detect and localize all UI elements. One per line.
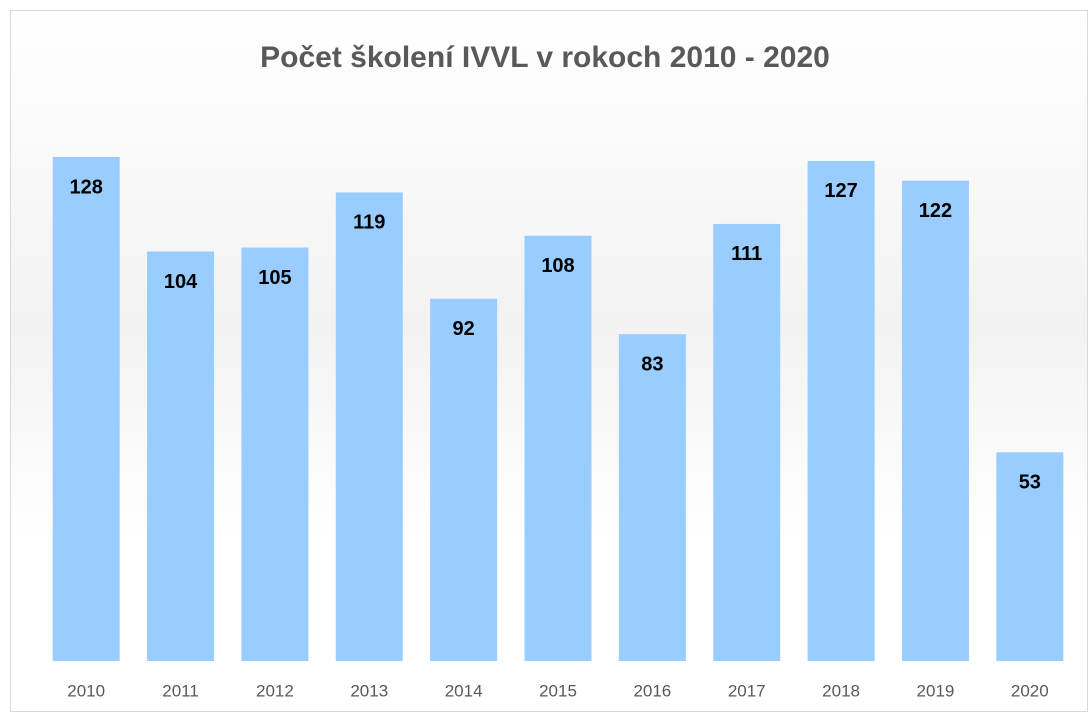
x-tick-label: 2015 [539, 681, 577, 700]
x-tick-label: 2017 [728, 681, 766, 700]
bar [807, 160, 875, 661]
bar [430, 298, 498, 661]
value-label: 127 [824, 180, 857, 202]
bar [335, 192, 403, 661]
bar [618, 334, 686, 661]
chart-title: Počet školení IVVL v rokoch 2010 - 2020 [260, 41, 830, 74]
x-tick-label: 2014 [445, 681, 483, 700]
value-label: 105 [258, 267, 291, 289]
value-label: 108 [541, 255, 574, 277]
x-tick-label: 2012 [256, 681, 294, 700]
value-label: 128 [69, 176, 102, 198]
bar [713, 223, 781, 661]
value-label: 83 [641, 353, 663, 375]
x-tick-label: 2020 [1011, 681, 1049, 700]
value-label: 53 [1019, 472, 1041, 494]
x-tick-label: 2011 [162, 681, 199, 700]
value-label: 119 [353, 212, 385, 234]
bar [996, 452, 1064, 661]
bar [52, 157, 120, 661]
value-label: 111 [731, 243, 762, 265]
bar [147, 251, 215, 661]
value-label: 92 [453, 318, 475, 340]
value-label: 104 [164, 271, 198, 293]
bar [524, 235, 592, 661]
x-tick-label: 2010 [67, 681, 105, 700]
x-tick-label: 2016 [633, 681, 671, 700]
bar [241, 247, 309, 661]
x-tick-label: 2018 [822, 681, 860, 700]
x-tick-label: 2013 [350, 681, 388, 700]
value-label: 122 [919, 200, 952, 222]
x-tick-label: 2019 [917, 681, 955, 700]
bar [901, 180, 969, 661]
